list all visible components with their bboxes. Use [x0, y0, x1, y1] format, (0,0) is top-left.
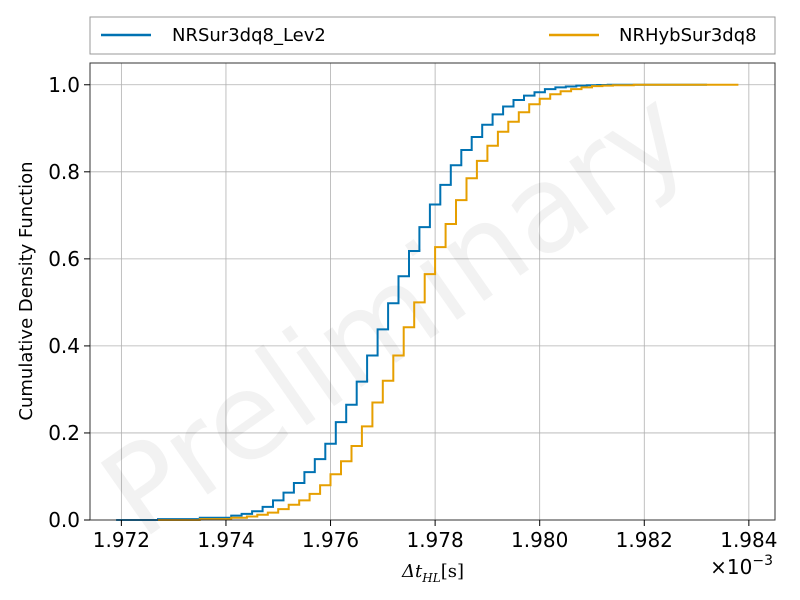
plot-frame [89, 62, 776, 521]
x-tick-label: 1.974 [197, 528, 254, 552]
y-axis-label: Cumulative Density Function [16, 161, 37, 420]
x-tick-label: 1.978 [406, 528, 463, 552]
x-offset-text: ×10−3 [710, 553, 773, 579]
x-offset-exponent: −3 [752, 553, 773, 569]
y-tick-label: 1.0 [48, 73, 80, 97]
x-offset-base: ×10 [710, 555, 752, 579]
x-axis-label: ΔtHL[s] [401, 561, 464, 585]
plot-area [90, 63, 775, 520]
y-axis: 0.0 0.2 0.4 0.6 0.8 1.0 [48, 73, 90, 532]
y-tick-label: 0.8 [48, 160, 80, 184]
legend-label-nrhybsur: NRHybSur3dq8 [619, 25, 757, 46]
series-line-nrsur [116, 83, 707, 521]
x-tick-label: 1.980 [511, 528, 568, 552]
x-tick-label: 1.982 [616, 528, 673, 552]
x-tick-label: 1.976 [302, 528, 359, 552]
legend-box [89, 16, 776, 55]
y-tick-label: 0.4 [48, 334, 80, 358]
y-tick-label: 0.0 [48, 508, 80, 532]
series-group [116, 83, 739, 521]
x-tick-label: 1.972 [93, 528, 150, 552]
x-tick-label: 1.984 [720, 528, 777, 552]
legend-label-nrsur: NRSur3dq8_Lev2 [172, 25, 326, 46]
series-line-nrhybsur [158, 83, 739, 521]
legend: NRSur3dq8_Lev2 NRHybSur3dq8 [89, 16, 776, 55]
x-axis-label-unit: [s] [441, 561, 464, 582]
y-tick-label: 0.2 [48, 421, 80, 445]
x-axis-label-main: Δt [401, 561, 423, 582]
x-axis-label-sub: HL [421, 571, 440, 585]
y-tick-label: 0.6 [48, 247, 80, 271]
x-axis: 1.972 1.974 1.976 1.978 1.980 1.982 1.984 [93, 520, 777, 552]
